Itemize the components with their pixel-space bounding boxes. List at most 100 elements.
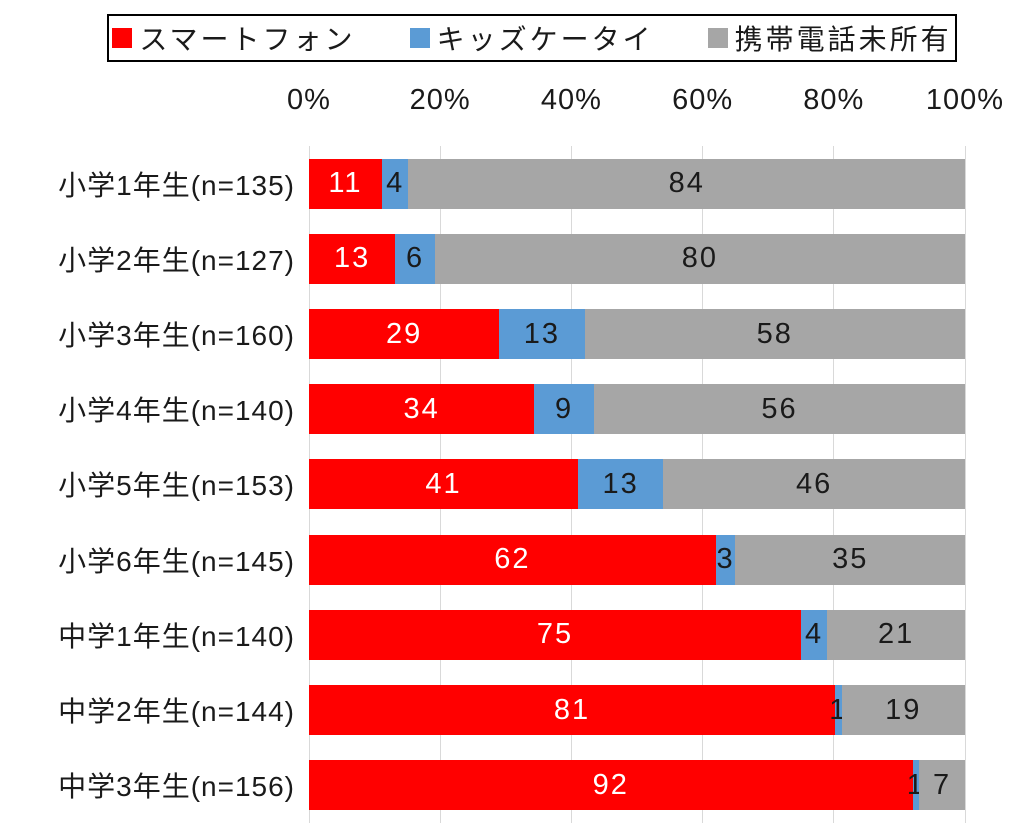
segment-smartphone: 81	[309, 685, 836, 736]
segment-kids-phone: 3	[715, 534, 736, 585]
category-row: 中学3年生(n=156)	[0, 760, 295, 810]
segment-no-phone: 35	[735, 534, 965, 585]
bar-row: 11 4 84	[309, 158, 965, 209]
data-label: 4	[386, 167, 405, 200]
segment-kids-phone: 13	[499, 309, 585, 360]
segment-kids-phone: 13	[577, 459, 664, 510]
data-label: 80	[681, 242, 719, 275]
segment-no-phone: 58	[584, 309, 965, 360]
gridline	[964, 146, 966, 823]
category-label: 小学1年生(n=135)	[58, 169, 295, 201]
legend-label: スマートフォン	[139, 24, 356, 55]
segment-no-phone: 21	[827, 609, 965, 660]
category-label: 小学3年生(n=160)	[58, 320, 295, 352]
segment-kids-phone: 4	[381, 158, 409, 209]
data-label: 92	[592, 768, 629, 801]
category-label: 小学2年生(n=127)	[58, 244, 295, 276]
segment-no-phone: 7	[919, 760, 965, 811]
data-label: 9	[555, 392, 574, 425]
segment-smartphone: 11	[309, 158, 382, 209]
data-label: 3	[716, 543, 735, 576]
data-label: 56	[761, 392, 798, 425]
segment-smartphone: 75	[309, 609, 801, 660]
category-row: 中学2年生(n=144)	[0, 685, 295, 735]
legend: スマートフォン キッズケータイ 携帯電話未所有	[107, 14, 957, 62]
x-axis-top: 0% 20% 40% 60% 80% 100%	[0, 84, 1024, 118]
data-label: 7	[932, 768, 952, 801]
legend-label: キッズケータイ	[436, 24, 654, 55]
axis-tick-label: 0%	[287, 84, 331, 116]
segment-smartphone: 92	[309, 760, 913, 811]
category-row: 小学3年生(n=160)	[0, 309, 295, 359]
legend-item-2: 携帯電話未所有	[707, 18, 952, 58]
data-label: 41	[425, 467, 462, 500]
bar-row: 75 4 21	[309, 609, 965, 660]
data-label: 1	[829, 693, 848, 726]
legend-item-0: スマートフォン	[112, 18, 355, 58]
axis-tick-label: 40%	[540, 84, 602, 116]
category-row: 小学2年生(n=127)	[0, 234, 295, 284]
segment-kids-phone: 4	[801, 609, 828, 660]
category-label: 中学1年生(n=140)	[58, 620, 295, 652]
segment-no-phone: 46	[663, 459, 965, 510]
data-label: 75	[536, 618, 574, 651]
category-row: 小学1年生(n=135)	[0, 159, 295, 209]
data-label: 6	[405, 242, 425, 275]
bar-row: 81 1 19	[309, 685, 965, 736]
segment-no-phone: 80	[434, 233, 965, 284]
plot-area: 11 4 84 13 6 80 29 13 58 34 9 56 41 13 46 62 3 35 75 4 21 81 1…	[308, 146, 966, 823]
category-row: 小学4年生(n=140)	[0, 384, 295, 434]
data-label: 62	[494, 543, 531, 576]
axis-tick-label: 20%	[409, 84, 471, 116]
category-row: 小学6年生(n=145)	[0, 535, 295, 585]
segment-smartphone: 62	[309, 534, 716, 585]
category-label: 中学2年生(n=144)	[58, 696, 295, 728]
data-label: 35	[832, 543, 869, 576]
data-label: 1	[906, 768, 925, 801]
segment-no-phone: 56	[593, 384, 966, 435]
bar-row: 41 13 46	[309, 459, 965, 510]
segment-no-phone: 19	[841, 685, 965, 736]
data-label: 19	[885, 693, 922, 726]
legend-label: 携帯電話未所有	[734, 24, 952, 55]
bar-row: 34 9 56	[309, 384, 966, 435]
category-label: 小学4年生(n=140)	[58, 395, 295, 427]
segment-no-phone: 84	[408, 158, 965, 209]
segment-kids-phone: 1	[907, 760, 923, 811]
axis-tick-label: 60%	[672, 84, 734, 116]
data-label: 11	[328, 167, 363, 200]
data-label: 21	[877, 618, 915, 651]
segment-smartphone: 41	[309, 459, 578, 510]
data-label: 46	[795, 467, 833, 500]
category-label: 小学5年生(n=153)	[58, 470, 295, 502]
category-label: 小学6年生(n=145)	[58, 545, 295, 577]
category-row: 小学5年生(n=153)	[0, 459, 295, 509]
data-label: 29	[385, 317, 423, 350]
segment-kids-phone: 9	[534, 384, 594, 435]
segment-kids-phone: 1	[829, 685, 845, 736]
data-label: 13	[602, 467, 639, 500]
segment-smartphone: 29	[309, 309, 500, 360]
data-label: 4	[805, 618, 824, 651]
legend-swatch-icon	[112, 28, 133, 48]
segment-smartphone: 34	[309, 384, 535, 435]
axis-tick-label: 80%	[803, 84, 865, 116]
data-label: 13	[333, 242, 371, 275]
legend-item-1: キッズケータイ	[409, 18, 654, 58]
data-label: 34	[403, 392, 440, 425]
segment-kids-phone: 6	[395, 233, 435, 284]
data-label: 58	[756, 317, 793, 350]
legend-swatch-icon	[707, 28, 728, 48]
category-row: 中学1年生(n=140)	[0, 610, 295, 660]
bar-row: 29 13 58	[309, 309, 965, 360]
axis-tick-label: 100%	[925, 84, 1005, 116]
bar-row: 13 6 80	[309, 233, 965, 284]
legend-swatch-icon	[409, 28, 430, 48]
data-label: 13	[523, 317, 560, 350]
bar-row: 92 1 7	[309, 760, 965, 811]
segment-smartphone: 13	[309, 233, 396, 284]
category-label: 中学3年生(n=156)	[58, 771, 295, 803]
bar-rows: 11 4 84 13 6 80 29 13 58 34 9 56 41 13 46 62 3 35 75 4 21 81 1…	[309, 146, 966, 823]
category-axis: 小学1年生(n=135) 小学2年生(n=127) 小学3年生(n=160) 小学4年…	[0, 146, 295, 823]
